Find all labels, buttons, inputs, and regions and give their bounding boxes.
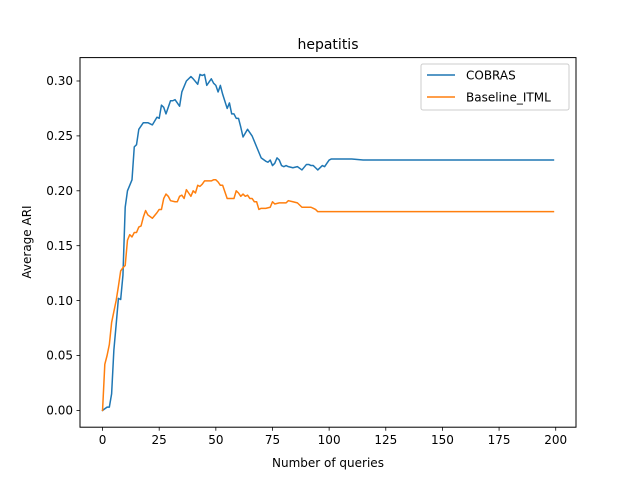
x-tick-label: 175 — [488, 433, 511, 447]
series-line-cobras — [101, 73, 555, 412]
x-tick-label: 125 — [374, 433, 397, 447]
x-axis-label: Number of queries — [272, 456, 384, 470]
plot-lines — [101, 73, 555, 412]
x-tick-label: 0 — [99, 433, 107, 447]
x-tick-label: 100 — [318, 433, 341, 447]
x-axis-ticks: 0 25 50 75 100 125 150 175 200 — [99, 427, 567, 447]
axes-frame — [79, 57, 577, 428]
y-tick-label: 0.20 — [46, 184, 73, 198]
y-axis-label: Average ARI — [20, 205, 34, 278]
legend-label-cobras: COBRAS — [466, 69, 516, 83]
y-tick-label: 0.10 — [46, 294, 73, 308]
series-line-baseline-itml — [101, 179, 555, 412]
x-tick-label: 25 — [152, 433, 167, 447]
y-tick-label: 0.05 — [46, 349, 73, 363]
y-tick-label: 0.30 — [46, 74, 73, 88]
x-tick-label: 50 — [208, 433, 223, 447]
y-axis-ticks: 0.00 0.05 0.10 0.15 0.20 0.25 0.30 — [46, 74, 80, 418]
legend-label-baseline-itml: Baseline_ITML — [466, 91, 551, 105]
x-tick-label: 150 — [431, 433, 454, 447]
x-tick-label: 75 — [265, 433, 280, 447]
chart-title: hepatitis — [297, 37, 358, 53]
legend-box — [420, 63, 570, 111]
y-tick-label: 0.25 — [46, 129, 73, 143]
x-tick-label: 200 — [544, 433, 567, 447]
legend: COBRAS Baseline_ITML — [420, 63, 570, 111]
y-tick-label: 0.15 — [46, 239, 73, 253]
y-tick-label: 0.00 — [46, 404, 73, 418]
